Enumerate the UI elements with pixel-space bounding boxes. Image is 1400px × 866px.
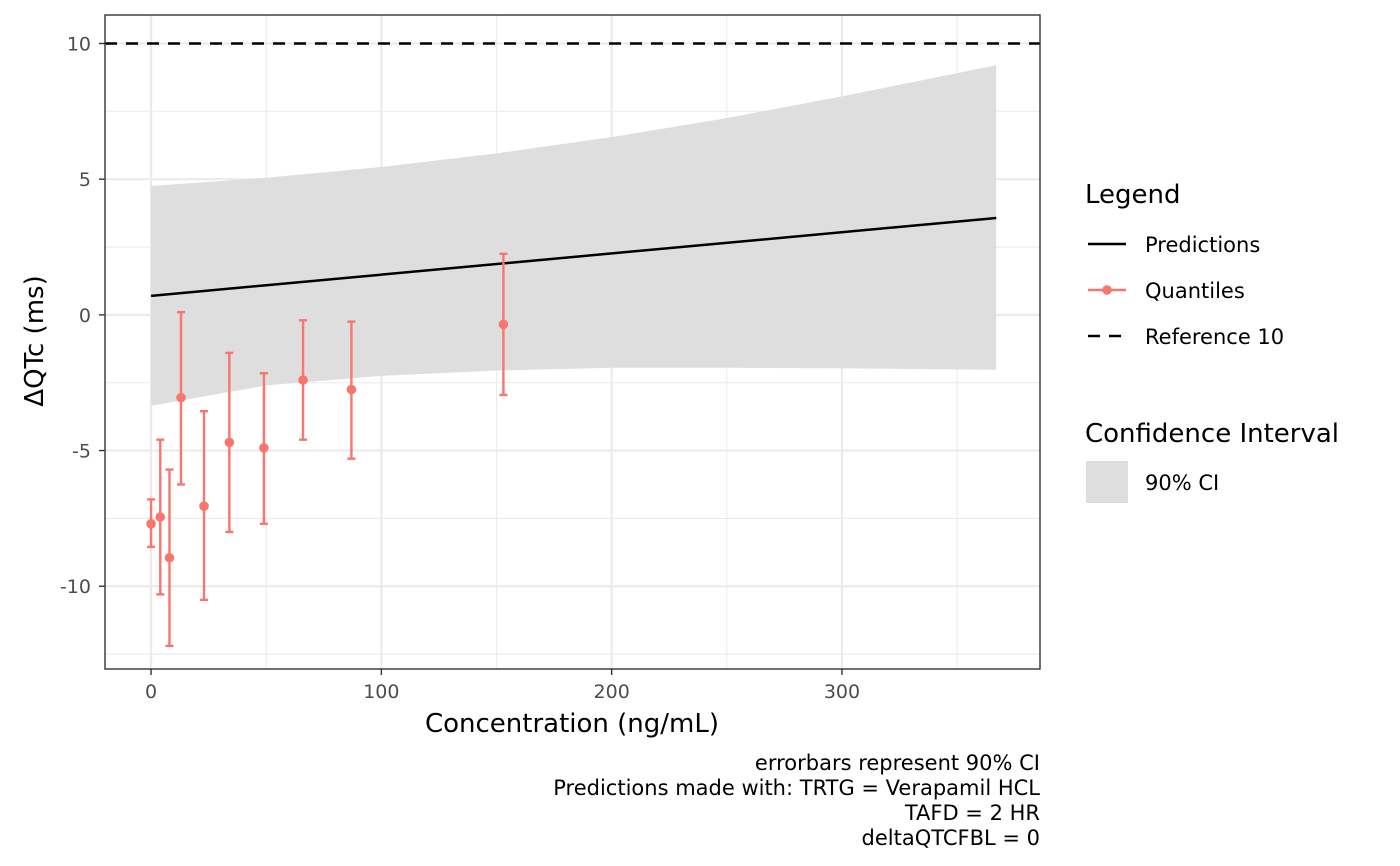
y-axis-ticks: -10 -5 0 5 10 xyxy=(60,33,105,598)
quantile-point xyxy=(199,501,209,511)
plot-panel xyxy=(104,14,1041,670)
legend-label-quantiles: Quantiles xyxy=(1145,279,1245,303)
x-tick-label: 300 xyxy=(824,681,860,703)
x-tick-label: 100 xyxy=(363,681,399,703)
y-tick-label: 10 xyxy=(67,33,91,55)
legend-key-ci xyxy=(1086,461,1128,503)
prediction-line xyxy=(150,216,997,298)
legend-title: Legend xyxy=(1085,180,1181,210)
x-tick-label: 200 xyxy=(594,681,630,703)
x-axis-title: Concentration (ng/mL) xyxy=(425,709,719,739)
legend-label-predictions: Predictions xyxy=(1145,233,1260,257)
y-tick-label: -5 xyxy=(72,441,91,463)
quantile-point xyxy=(164,552,175,563)
legend-label-reference: Reference 10 xyxy=(1145,325,1284,349)
ci-legend-title: Confidence Interval xyxy=(1085,419,1339,449)
x-tick-label: 0 xyxy=(145,681,157,703)
quantile-point xyxy=(146,519,156,529)
quantile-point xyxy=(259,443,269,453)
quantile-point xyxy=(298,375,308,385)
y-tick-label: 0 xyxy=(79,305,91,327)
y-tick-label: -10 xyxy=(60,576,91,598)
quantile-point xyxy=(176,392,186,403)
y-tick-label: 5 xyxy=(79,169,91,191)
caption-line-2: Predictions made with: TRTG = Verapamil … xyxy=(553,776,1040,800)
legend-key-quantiles-point xyxy=(1102,285,1112,295)
x-axis-ticks: 0 100 200 300 xyxy=(145,669,860,703)
caption: errorbars represent 90% CI Predictions m… xyxy=(553,751,1040,850)
ci-band xyxy=(151,65,997,406)
y-axis-title: ΔQTc (ms) xyxy=(20,275,50,406)
quantile-point xyxy=(346,384,357,395)
quantile-point xyxy=(155,512,166,522)
panel-border xyxy=(104,14,1041,670)
caption-line-1: errorbars represent 90% CI xyxy=(755,751,1040,775)
quantile-point xyxy=(224,437,235,448)
caption-line-4: deltaQTCFBL = 0 xyxy=(862,826,1040,850)
quantile-point xyxy=(498,319,509,330)
caption-line-3: TAFD = 2 HR xyxy=(904,801,1040,825)
quantile-points xyxy=(146,252,509,648)
legend: Legend Predictions Quantiles Reference 1… xyxy=(1085,180,1339,503)
legend-label-ci: 90% CI xyxy=(1145,471,1219,495)
